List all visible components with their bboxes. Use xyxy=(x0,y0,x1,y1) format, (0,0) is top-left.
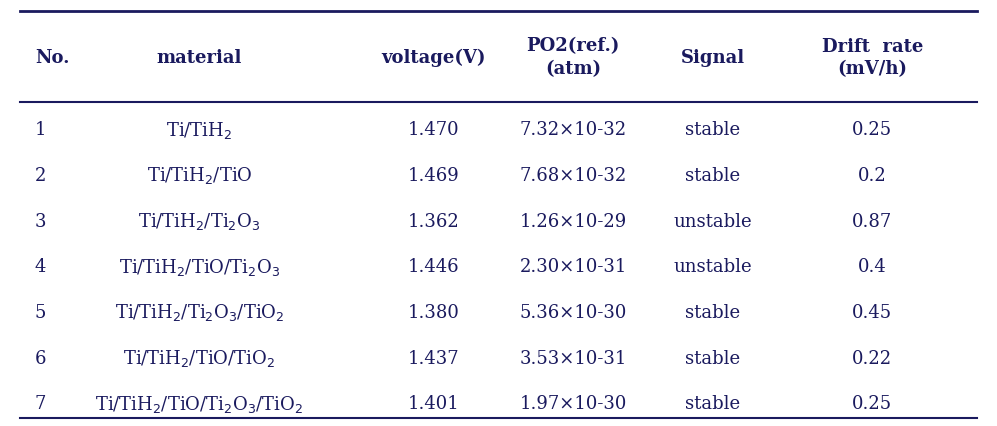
Text: 1: 1 xyxy=(35,121,47,139)
Text: 6: 6 xyxy=(35,349,47,367)
Text: unstable: unstable xyxy=(674,258,752,276)
Text: 3: 3 xyxy=(35,212,47,230)
Text: 1.97×10-30: 1.97×10-30 xyxy=(519,394,627,412)
Text: Ti/TiH$_2$/Ti$_2$O$_3$/TiO$_2$: Ti/TiH$_2$/Ti$_2$O$_3$/TiO$_2$ xyxy=(115,302,284,323)
Text: 1.26×10-29: 1.26×10-29 xyxy=(519,212,627,230)
Text: 0.45: 0.45 xyxy=(852,303,892,321)
Text: 1.437: 1.437 xyxy=(408,349,460,367)
Text: 1.362: 1.362 xyxy=(408,212,460,230)
Text: PO2(ref.)
(atm): PO2(ref.) (atm) xyxy=(526,37,620,78)
Text: 7: 7 xyxy=(35,394,46,412)
Text: unstable: unstable xyxy=(674,212,752,230)
Text: No.: No. xyxy=(35,49,70,66)
Text: 1.470: 1.470 xyxy=(408,121,460,139)
Text: 2: 2 xyxy=(35,167,46,184)
Text: 0.87: 0.87 xyxy=(852,212,892,230)
Text: 0.2: 0.2 xyxy=(858,167,886,184)
Text: 3.53×10-31: 3.53×10-31 xyxy=(519,349,627,367)
Text: stable: stable xyxy=(685,303,741,321)
Text: stable: stable xyxy=(685,167,741,184)
Text: 0.25: 0.25 xyxy=(852,394,892,412)
Text: stable: stable xyxy=(685,394,741,412)
Text: Ti/TiH$_2$: Ti/TiH$_2$ xyxy=(166,119,232,141)
Text: 2.30×10-31: 2.30×10-31 xyxy=(519,258,627,276)
Text: 1.380: 1.380 xyxy=(408,303,460,321)
Text: stable: stable xyxy=(685,121,741,139)
Text: 4: 4 xyxy=(35,258,46,276)
Text: 1.469: 1.469 xyxy=(408,167,460,184)
Text: Ti/TiH$_2$/TiO/TiO$_2$: Ti/TiH$_2$/TiO/TiO$_2$ xyxy=(124,347,275,368)
Text: 5.36×10-30: 5.36×10-30 xyxy=(519,303,627,321)
Text: material: material xyxy=(157,49,242,66)
Text: 7.68×10-32: 7.68×10-32 xyxy=(519,167,627,184)
Text: 0.25: 0.25 xyxy=(852,121,892,139)
Text: Ti/TiH$_2$/TiO/Ti$_2$O$_3$: Ti/TiH$_2$/TiO/Ti$_2$O$_3$ xyxy=(119,256,280,277)
Text: 1.446: 1.446 xyxy=(408,258,460,276)
Text: 5: 5 xyxy=(35,303,46,321)
Text: 1.401: 1.401 xyxy=(408,394,460,412)
Text: Signal: Signal xyxy=(681,49,745,66)
Text: 7.32×10-32: 7.32×10-32 xyxy=(519,121,627,139)
Text: 0.4: 0.4 xyxy=(858,258,886,276)
Text: 0.22: 0.22 xyxy=(852,349,892,367)
Text: voltage(V): voltage(V) xyxy=(382,49,486,66)
Text: Ti/TiH$_2$/TiO/Ti$_2$O$_3$/TiO$_2$: Ti/TiH$_2$/TiO/Ti$_2$O$_3$/TiO$_2$ xyxy=(96,393,303,414)
Text: stable: stable xyxy=(685,349,741,367)
Text: Ti/TiH$_2$/TiO: Ti/TiH$_2$/TiO xyxy=(147,165,252,186)
Text: Ti/TiH$_2$/Ti$_2$O$_3$: Ti/TiH$_2$/Ti$_2$O$_3$ xyxy=(139,210,260,232)
Text: Drift  rate
(mV/h): Drift rate (mV/h) xyxy=(822,37,923,78)
